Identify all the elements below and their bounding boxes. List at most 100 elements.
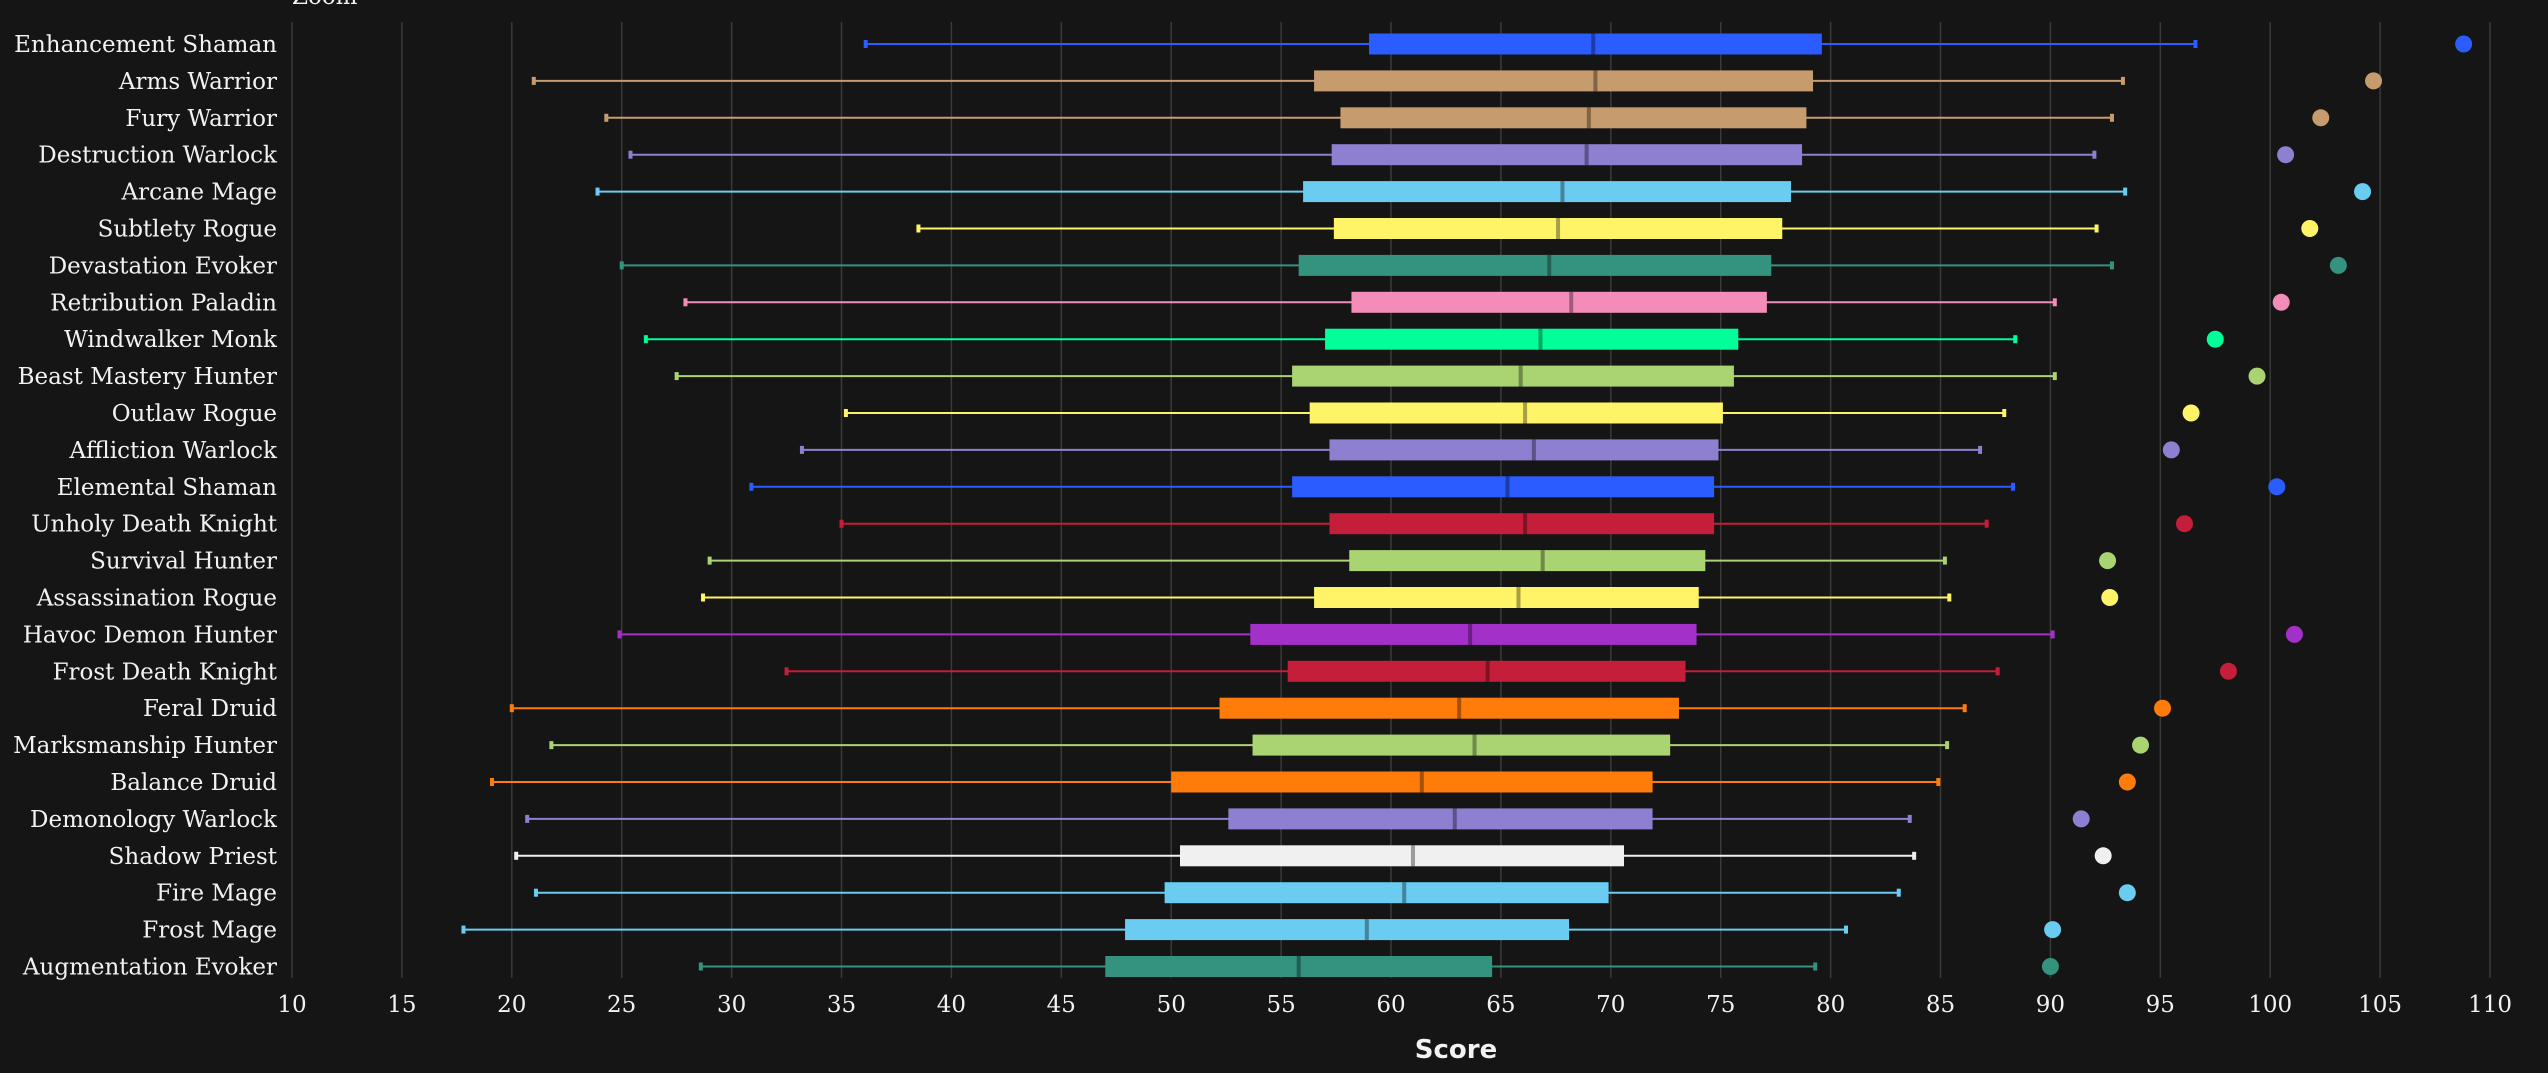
whisker-max-cap <box>2002 409 2007 417</box>
box-retribution-paladin <box>683 291 2290 313</box>
box-series-group <box>461 33 2473 977</box>
iqr-box <box>1180 845 1624 867</box>
median-marker <box>1556 218 1561 239</box>
box-shadow-priest <box>514 845 2112 867</box>
box-survival-hunter <box>707 550 2117 572</box>
whisker-min-cap <box>843 409 848 417</box>
spec-label-affliction-warlock: Affliction Warlock <box>69 438 279 464</box>
median-marker <box>1516 587 1521 608</box>
whisker-max-cap <box>2092 150 2097 159</box>
spec-label-shadow-priest: Shadow Priest <box>109 844 278 870</box>
x-tick-label-80: 80 <box>1816 992 1845 1018</box>
whisker-max-cap <box>2011 482 2016 491</box>
whisker-max-cap <box>1912 851 1917 860</box>
whisker-min-cap <box>683 298 688 307</box>
outlier-point <box>2182 404 2200 422</box>
outlier-point <box>2219 662 2237 680</box>
box-havoc-demon-hunter <box>617 623 2303 645</box>
x-tick-label-85: 85 <box>1926 992 1955 1018</box>
x-tick-label-45: 45 <box>1047 992 1076 1018</box>
iqr-box <box>1292 365 1734 387</box>
spec-label-subtlety-rogue: Subtlety Rogue <box>98 217 277 243</box>
x-axis-title: Score <box>1415 1035 1497 1065</box>
x-tick-label-10: 10 <box>277 992 306 1018</box>
box-affliction-warlock <box>799 439 2180 461</box>
iqr-box <box>1250 623 1697 645</box>
outlier-point <box>2154 699 2172 717</box>
whisker-min-cap <box>863 40 868 48</box>
whisker-max-cap <box>2123 187 2128 196</box>
iqr-box <box>1333 218 1783 239</box>
outlier-point <box>2101 589 2119 606</box>
whisker-min-cap <box>509 704 514 713</box>
box-windwalker-monk <box>643 328 2224 350</box>
median-marker <box>1569 291 1574 313</box>
spec-labels: Enhancement Shaman Arms Warrior Fury Warri… <box>13 32 278 981</box>
outlier-point <box>2301 220 2319 237</box>
box-arms-warrior <box>531 70 2383 92</box>
box-demonology-warlock <box>525 808 2090 830</box>
median-marker <box>1523 402 1528 424</box>
median-marker <box>1410 845 1415 867</box>
whisker-max-cap <box>1962 704 1967 713</box>
spec-label-devastation-evoker: Devastation Evoker <box>49 253 277 279</box>
whisker-max-cap <box>1907 814 1912 823</box>
whisker-min-cap <box>595 187 600 196</box>
box-feral-druid <box>509 697 2172 719</box>
box-elemental-shaman <box>749 476 2286 498</box>
outlier-point <box>2118 884 2136 902</box>
iqr-box <box>1325 328 1739 350</box>
spec-label-augmentation-evoker: Augmentation Evoker <box>22 955 277 981</box>
iqr-box <box>1252 734 1671 756</box>
spec-label-frost-death-knight: Frost Death Knight <box>53 659 278 685</box>
whisker-max-cap <box>2094 224 2099 233</box>
spec-label-enhancement-shaman: Enhancement Shaman <box>14 32 277 58</box>
spec-label-retribution-paladin: Retribution Paladin <box>50 290 277 316</box>
whisker-min-cap <box>549 741 554 750</box>
x-tick-label-100: 100 <box>2248 992 2292 1018</box>
box-enhancement-shaman <box>863 33 2473 55</box>
iqr-box <box>1331 144 1803 166</box>
iqr-box <box>1314 70 1814 92</box>
whisker-max-cap <box>1942 556 1947 565</box>
box-frost-death-knight <box>784 660 2237 682</box>
x-tick-label-20: 20 <box>497 992 526 1018</box>
median-marker <box>1452 808 1457 830</box>
whisker-max-cap <box>1896 888 1901 897</box>
spec-label-fire-mage: Fire Mage <box>156 881 277 907</box>
iqr-box <box>1287 660 1686 682</box>
spec-label-elemental-shaman: Elemental Shaman <box>57 475 277 501</box>
iqr-box <box>1349 550 1706 572</box>
median-marker <box>1584 144 1589 166</box>
x-tick-label-90: 90 <box>2036 992 2065 1018</box>
whisker-min-cap <box>619 261 624 270</box>
median-marker <box>1457 697 1462 719</box>
whisker-min-cap <box>799 445 804 454</box>
box-fire-mage <box>533 882 2136 904</box>
x-tick-label-55: 55 <box>1266 992 1295 1018</box>
whisker-min-cap <box>531 76 536 85</box>
iqr-box <box>1219 697 1679 719</box>
gridlines <box>291 22 2491 978</box>
box-fury-warrior <box>604 107 2330 129</box>
outlier-point <box>2272 293 2290 311</box>
whisker-min-cap <box>461 925 466 934</box>
x-axis: 10 15 20 25 30 35 40 45 50 55 60 65 70 75 80 85 90 95 100 1… <box>277 992 2512 1018</box>
spec-label-arms-warrior: Arms Warrior <box>118 69 277 95</box>
spec-label-feral-druid: Feral Druid <box>143 696 277 722</box>
outlier-point <box>2354 183 2372 201</box>
whisker-min-cap <box>604 113 609 122</box>
outlier-point <box>2206 330 2224 348</box>
whisker-min-cap <box>628 150 633 159</box>
whisker-min-cap <box>701 593 706 602</box>
iqr-box <box>1298 254 1772 276</box>
x-tick-label-95: 95 <box>2146 992 2175 1018</box>
whisker-max-cap <box>2050 630 2055 639</box>
outlier-point <box>2175 515 2193 533</box>
whisker-max-cap <box>2013 335 2018 344</box>
outlier-point <box>2312 109 2330 127</box>
iqr-box <box>1309 402 1723 424</box>
outlier-point <box>2268 478 2286 496</box>
median-marker <box>1531 439 1536 461</box>
